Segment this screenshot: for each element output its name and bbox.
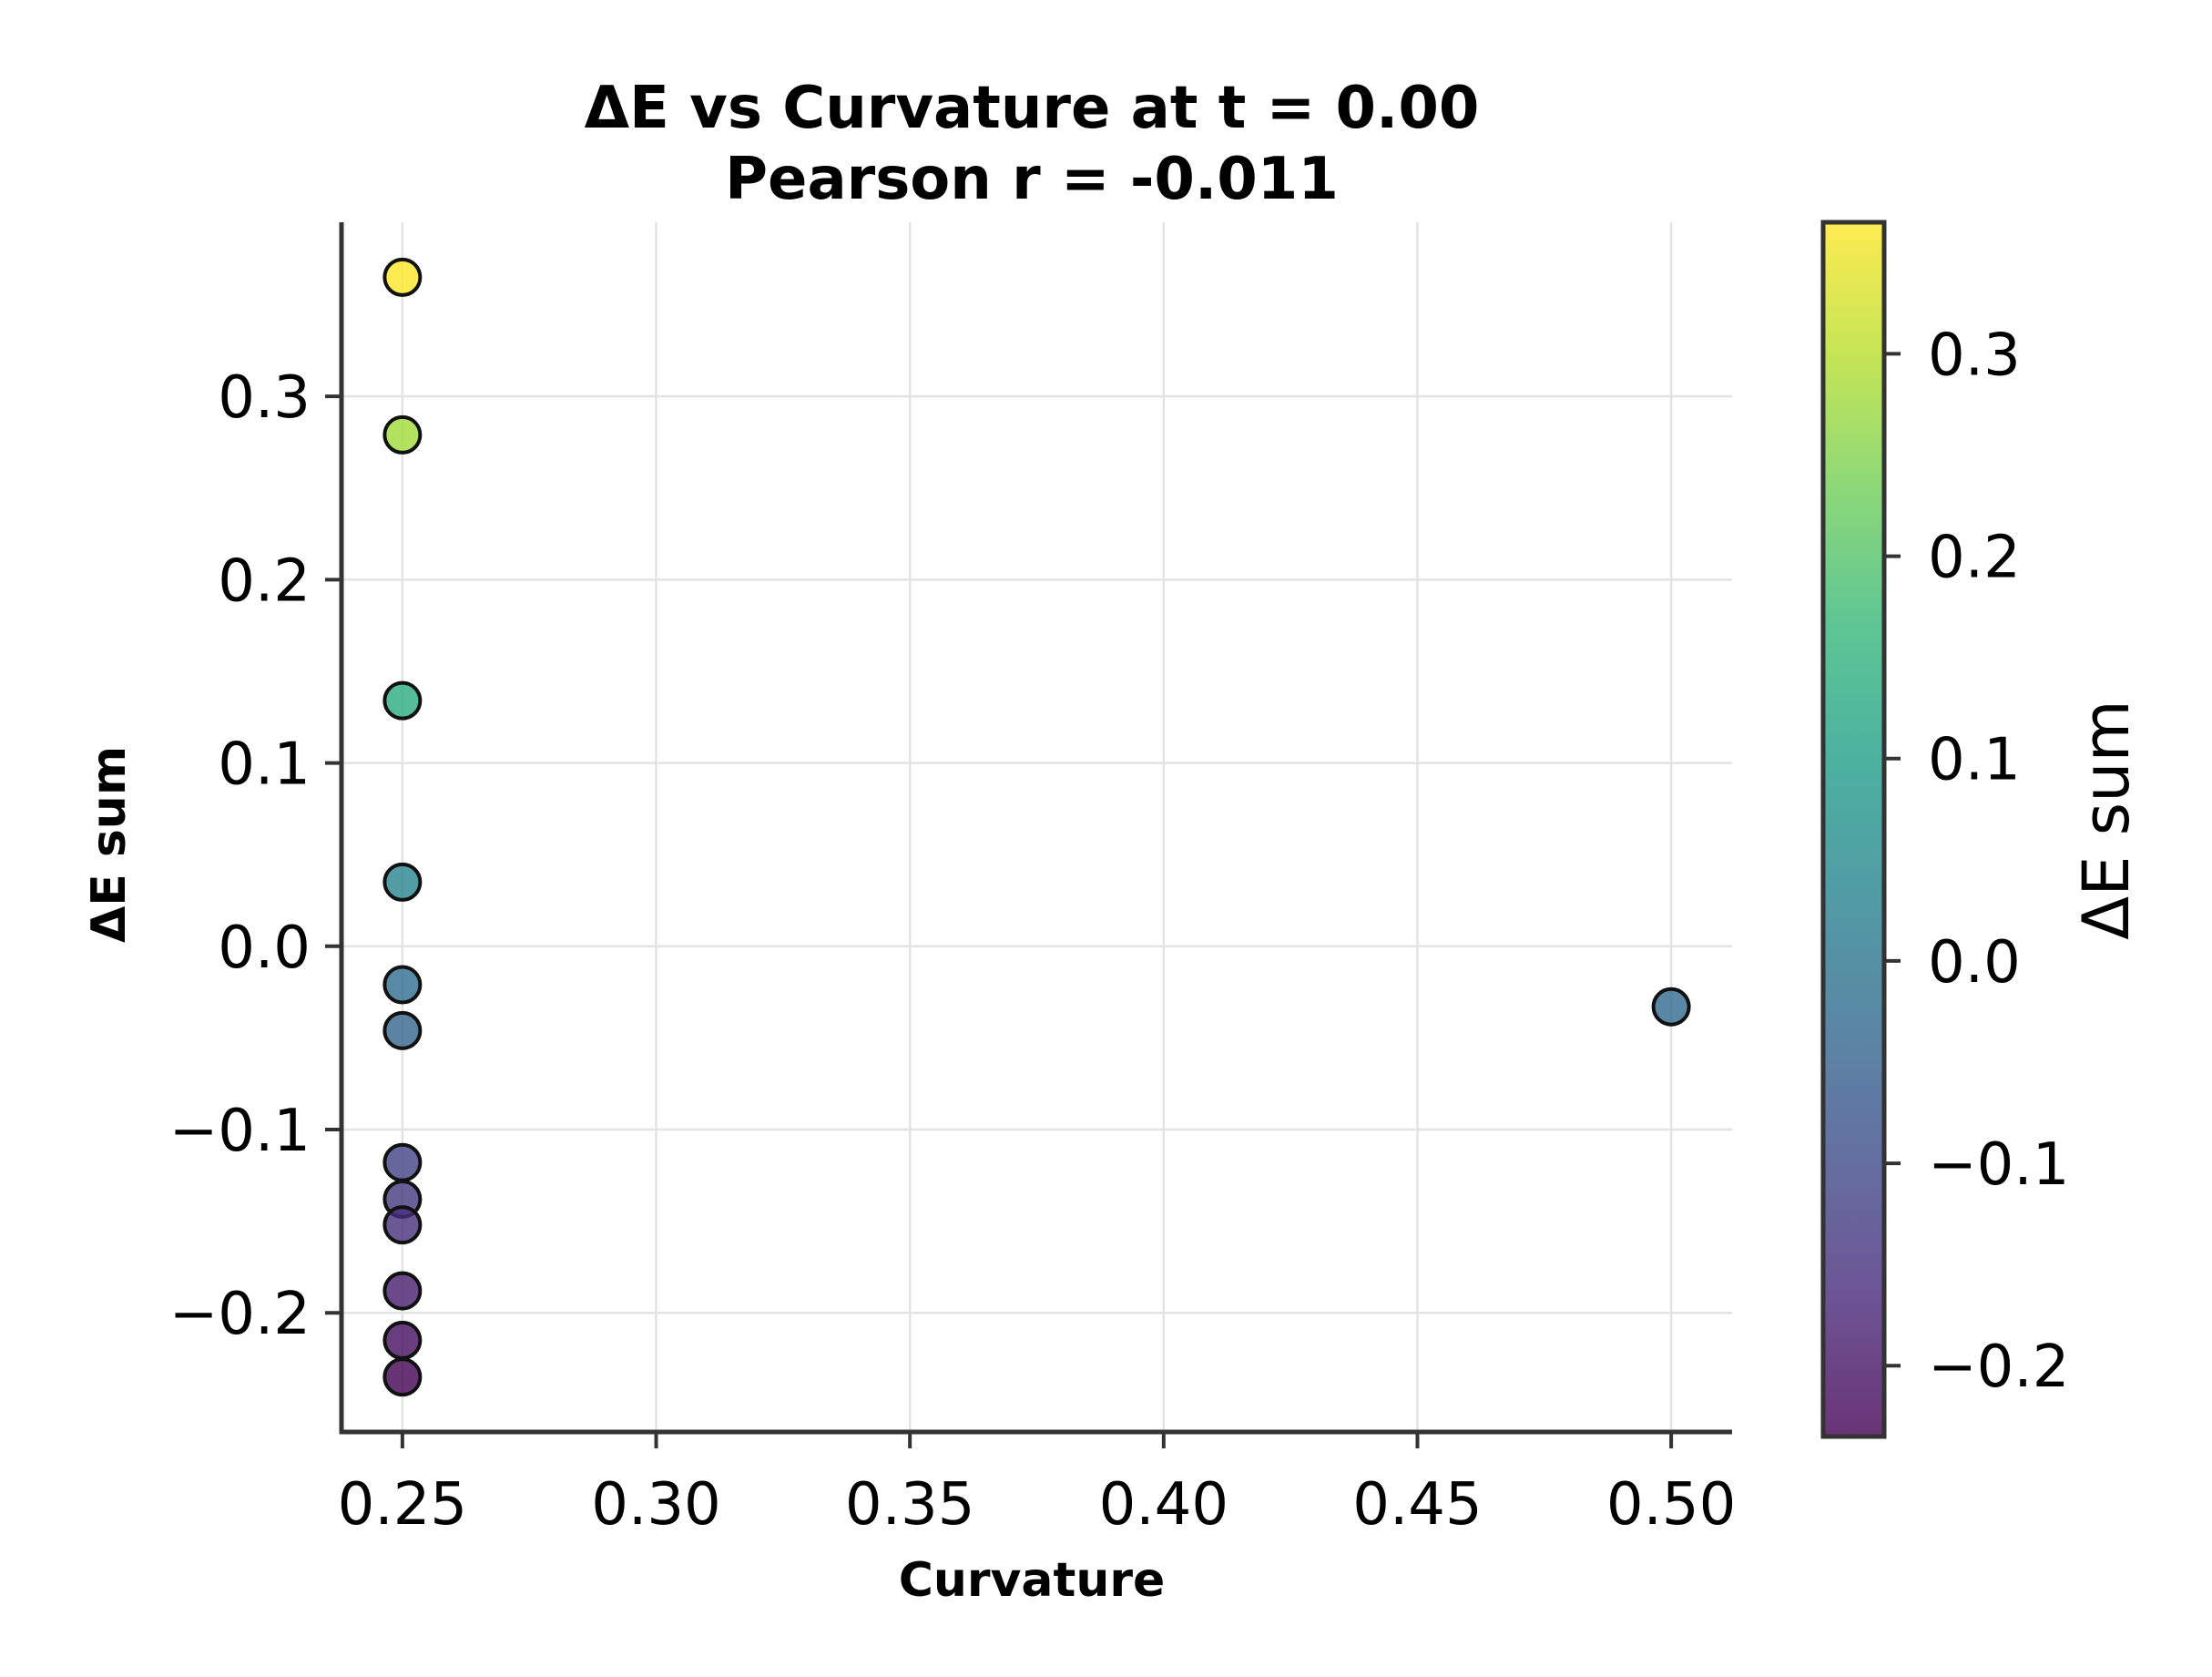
x-tick-label: 0.30	[591, 1471, 721, 1539]
y-tick-label: 0.0	[218, 915, 311, 982]
colorbar-label: ΔE sum	[2069, 700, 2144, 939]
tick-labels: 0.25 0.30 0.35 0.40 0.45 0.50 −0.2 −0.1 0.0 0.1 0.…	[169, 364, 1737, 1539]
axes	[325, 222, 1732, 1448]
x-tick-label: 0.45	[1352, 1471, 1483, 1539]
colorbar-tick-label: −0.1	[1928, 1131, 2069, 1199]
colorbar: −0.2 −0.1 0.0 0.1 0.2 0.3	[1820, 220, 2069, 1439]
colorbar-tick-label: 0.3	[1928, 322, 2021, 389]
colorbar-tick-label: 0.1	[1928, 727, 2021, 794]
scatter-point-10	[382, 1320, 423, 1360]
x-tick-label: 0.25	[338, 1471, 468, 1539]
scatter-point-1	[382, 414, 423, 455]
scatter-point-6	[382, 1142, 423, 1182]
scatter-point-5	[382, 1010, 423, 1050]
x-tick-label: 0.40	[1099, 1471, 1229, 1539]
chart-subtitle: Pearson r = -0.011	[725, 146, 1339, 213]
scatter-points	[382, 257, 1691, 1397]
y-tick-label: 0.3	[218, 364, 311, 432]
y-tick-label: −0.2	[169, 1281, 311, 1348]
colorbar-tick-label: 0.0	[1928, 929, 2021, 997]
grid-lines	[341, 222, 1732, 1432]
scatter-point-3	[382, 862, 423, 902]
x-tick-label: 0.50	[1606, 1471, 1737, 1539]
x-tick-label: 0.35	[845, 1471, 975, 1539]
scatter-point-2	[382, 680, 423, 721]
chart-title: ΔE vs Curvature at t = 0.00	[585, 75, 1480, 142]
scatter-point-8	[382, 1205, 423, 1245]
x-axis-label: Curvature	[899, 1553, 1166, 1608]
y-tick-label: −0.1	[169, 1098, 311, 1165]
scatter-point-11	[382, 1357, 423, 1397]
scatter-point-4	[382, 965, 423, 1005]
scatter-point-0	[382, 257, 423, 297]
y-axis-label: ΔE sum	[82, 746, 137, 943]
scatter-point-9	[382, 1271, 423, 1311]
colorbar-tick-label: 0.2	[1928, 525, 2021, 592]
colorbar-tick-label: −0.2	[1928, 1334, 2069, 1401]
y-tick-label: 0.1	[218, 731, 311, 799]
y-tick-label: 0.2	[218, 547, 311, 615]
colorbar-gradient	[1820, 220, 1887, 1439]
scatter-point-12	[1651, 987, 1691, 1027]
